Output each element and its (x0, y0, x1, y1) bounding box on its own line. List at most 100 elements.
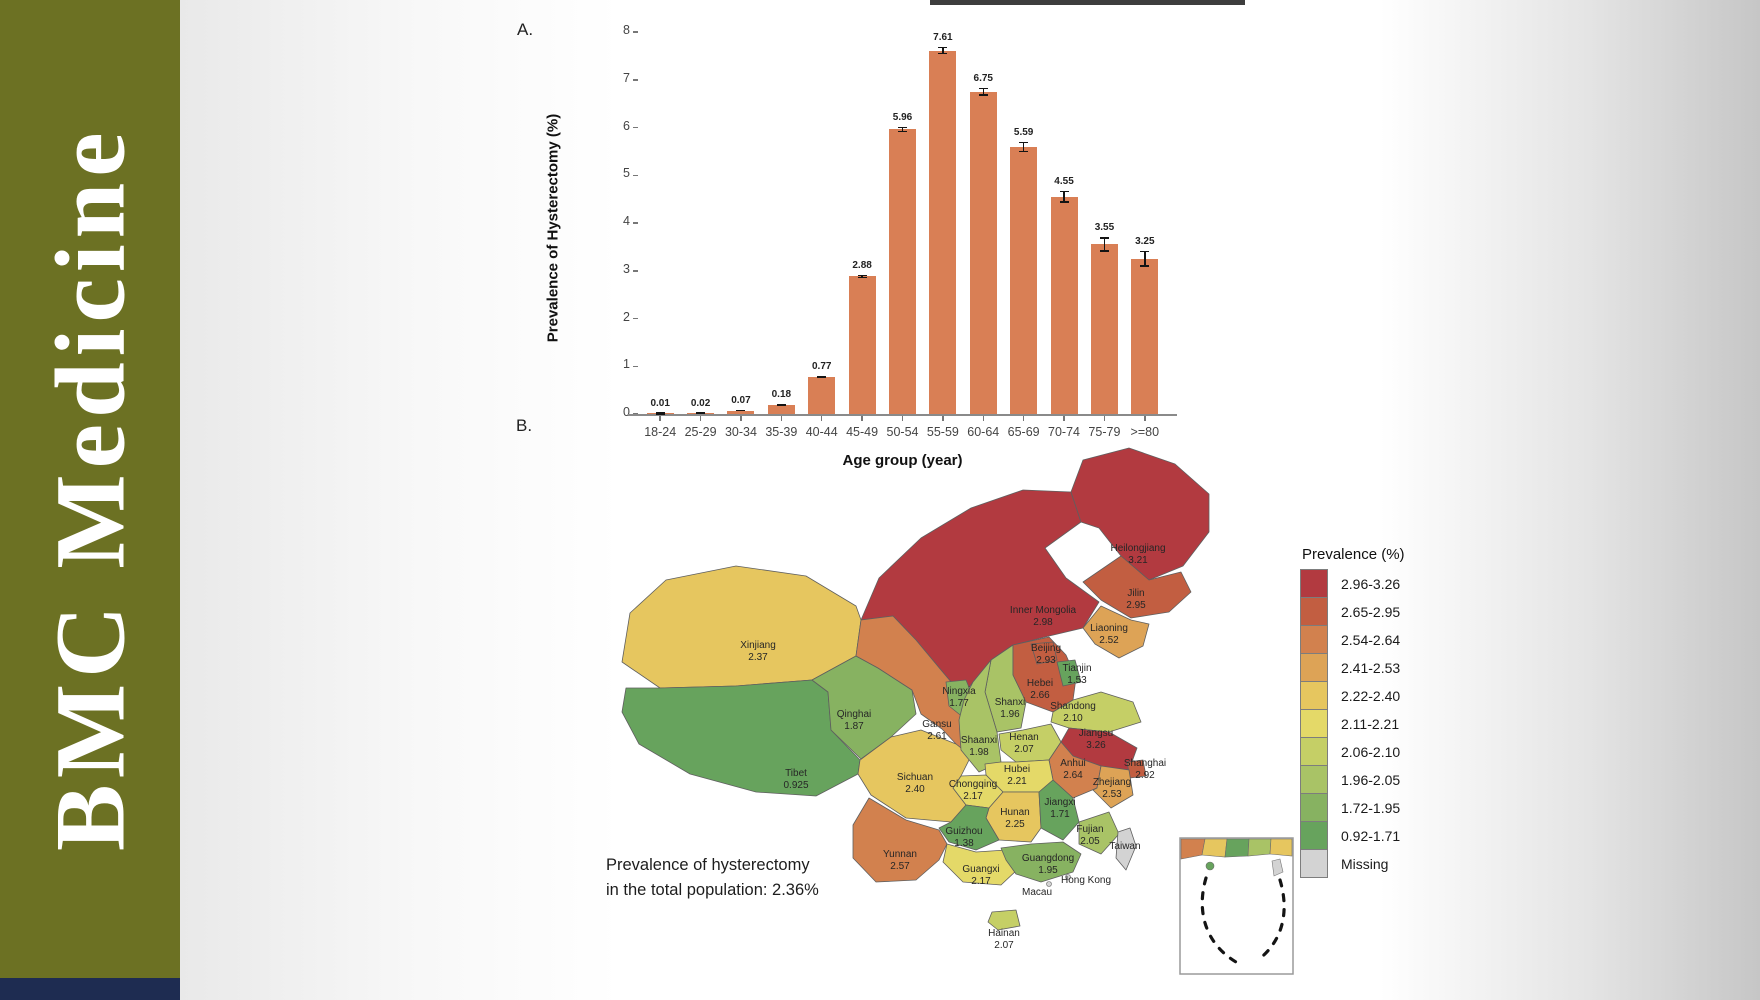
y-axis-title: Prevalence of Hysterectomy (%) (544, 113, 562, 343)
province-jiangxi (1038, 779, 1080, 841)
province-value-gansu: 2.61 (927, 731, 947, 742)
y-tick-label: 7 (623, 70, 630, 85)
legend-swatch (1300, 737, 1328, 766)
bar-value-label: 0.77 (811, 361, 832, 373)
inset-coast-patch (1224, 838, 1250, 858)
legend-row: 2.96-3.26 (1300, 569, 1460, 598)
province-label-shanghai: Shanghai (1124, 758, 1166, 769)
bar-value-label: 7.61 (933, 31, 953, 43)
legend-row: 2.41-2.53 (1300, 653, 1460, 682)
error-bar-cap (938, 52, 948, 55)
province-fujian (1078, 811, 1120, 855)
error-bar-cap (1059, 190, 1069, 193)
province-value-jilin: 2.95 (1126, 600, 1146, 611)
y-tick-label: 5 (623, 166, 630, 181)
bar->=80 (1131, 258, 1159, 414)
province-shandong (1050, 691, 1142, 733)
province-value-guangdong: 1.95 (1038, 865, 1058, 876)
province-value-hunan: 2.25 (1005, 819, 1025, 830)
x-tick-mark (659, 416, 661, 421)
x-tick-label: 25-29 (684, 425, 717, 439)
province-value-shanghai: 2.92 (1135, 770, 1155, 781)
bar-value-label: 2.88 (852, 259, 872, 271)
province-label-hunan: Hunan (1000, 807, 1029, 818)
error-bar-cap (817, 376, 827, 378)
bar-value-label: 0.01 (650, 398, 670, 410)
x-tick-label: 40-44 (805, 425, 838, 439)
legend-label: Missing (1341, 855, 1389, 872)
y-tick-label: 1 (623, 357, 630, 372)
bar-50-54 (889, 129, 916, 414)
province-label-jiangsu: Jiangsu (1079, 728, 1113, 739)
legend-swatch (1300, 849, 1328, 878)
page-right-shading (1380, 0, 1760, 1000)
province-value-ningxia: 1.77 (949, 698, 969, 709)
province-guangxi (942, 843, 1020, 886)
legend-row: Missing (1300, 849, 1460, 878)
province-label-chongqing: Chongqing (949, 779, 997, 790)
legend-row: 2.11-2.21 (1300, 709, 1460, 738)
province-value-shaanxi: 1.98 (969, 747, 989, 758)
province-label-shandong: Shandong (1050, 701, 1096, 712)
province-heilongjiang (1070, 447, 1210, 581)
province-value-hainan: 2.07 (994, 940, 1014, 951)
province-label-sichuan: Sichuan (897, 772, 933, 783)
journal-sidebar (0, 0, 180, 978)
inset-border (1179, 837, 1294, 975)
province-label-ningxia: Ningxia (942, 686, 976, 697)
y-tick-mark (633, 126, 638, 129)
legend-label: 1.96-2.05 (1341, 771, 1401, 788)
x-tick-label: 45-49 (846, 425, 879, 439)
error-bar-cap (736, 409, 746, 412)
legend-swatch (1300, 821, 1328, 850)
province-label-anhui: Anhui (1060, 758, 1086, 769)
province-label-tianjin: Tianjin (1062, 663, 1091, 674)
province-macau (1046, 881, 1052, 887)
y-tick-mark (633, 222, 638, 224)
x-tick-mark (780, 416, 783, 421)
province-label-henan: Henan (1009, 732, 1038, 743)
bar-75-79 (1090, 244, 1118, 414)
cropped-header-strip (930, 0, 1245, 5)
inset-hainan-island (1205, 861, 1215, 871)
province-value-zhejiang: 2.53 (1102, 789, 1122, 800)
province-value-guizhou: 1.38 (954, 838, 974, 849)
province-value-anhui: 2.64 (1063, 770, 1083, 781)
inset-coast-patch (1269, 838, 1293, 857)
province-hongkong (1065, 874, 1071, 880)
province-value-jiangsu: 3.26 (1086, 740, 1106, 751)
legend-swatch (1300, 569, 1328, 598)
province-label-shaanxi: Shaanxi (961, 735, 997, 746)
error-bar-cap (1059, 201, 1069, 203)
bar-35-39 (767, 405, 795, 414)
legend-swatch (1300, 765, 1328, 794)
province-taiwan (1115, 827, 1137, 871)
error-bar (1103, 237, 1106, 252)
legend-swatch (1300, 681, 1328, 710)
x-tick-mark (982, 416, 985, 421)
province-label-gansu: Gansu (922, 719, 951, 730)
inset-coast-patch (1247, 838, 1272, 857)
error-bar-cap (938, 46, 948, 49)
y-tick-label: 3 (623, 261, 630, 276)
error-bar-cap (1019, 150, 1029, 153)
legend-label: 2.11-2.21 (1341, 715, 1400, 732)
x-tick-mark (861, 416, 863, 421)
province-xinjiang (621, 565, 862, 689)
province-label-yunnan: Yunnan (883, 849, 917, 860)
x-axis-title: Age group (year) (842, 452, 963, 469)
bar-70-74 (1050, 196, 1078, 414)
province-label-jilin: Jilin (1127, 588, 1144, 599)
error-bar-cap (1140, 250, 1150, 253)
province-value-shanxi: 1.96 (1000, 709, 1020, 720)
error-bar-cap (817, 376, 827, 379)
inset-coast-patch (1201, 838, 1228, 858)
province-label-tibet: Tibet (785, 768, 807, 779)
province-label-taiwan: Taiwan (1109, 841, 1140, 852)
bar-plot-area: 0 1 2 3 4 5 6 7 8 0.01 18-24 0.02 25-29 0.07 30-34 0.18… (623, 23, 1177, 439)
x-tick-label: 18-24 (644, 425, 677, 439)
legend-label: 2.54-2.64 (1341, 631, 1401, 648)
province-guangdong (1000, 841, 1082, 883)
error-bar-cap (978, 94, 988, 96)
province-labels: Inner Mongolia2.98Heilongjiang3.21Jilin2… (740, 543, 1166, 951)
